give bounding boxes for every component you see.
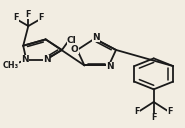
Text: F: F xyxy=(38,13,43,22)
Text: F: F xyxy=(167,107,173,116)
Text: O: O xyxy=(71,45,79,54)
Text: Cl: Cl xyxy=(67,36,77,45)
Text: N: N xyxy=(21,55,29,64)
Text: F: F xyxy=(135,107,140,116)
Text: F: F xyxy=(26,10,31,19)
Text: N: N xyxy=(106,62,114,71)
Text: F: F xyxy=(13,13,19,22)
Text: N: N xyxy=(43,55,51,64)
Text: F: F xyxy=(151,113,156,121)
Text: CH₃: CH₃ xyxy=(3,61,19,70)
Text: N: N xyxy=(92,34,100,42)
